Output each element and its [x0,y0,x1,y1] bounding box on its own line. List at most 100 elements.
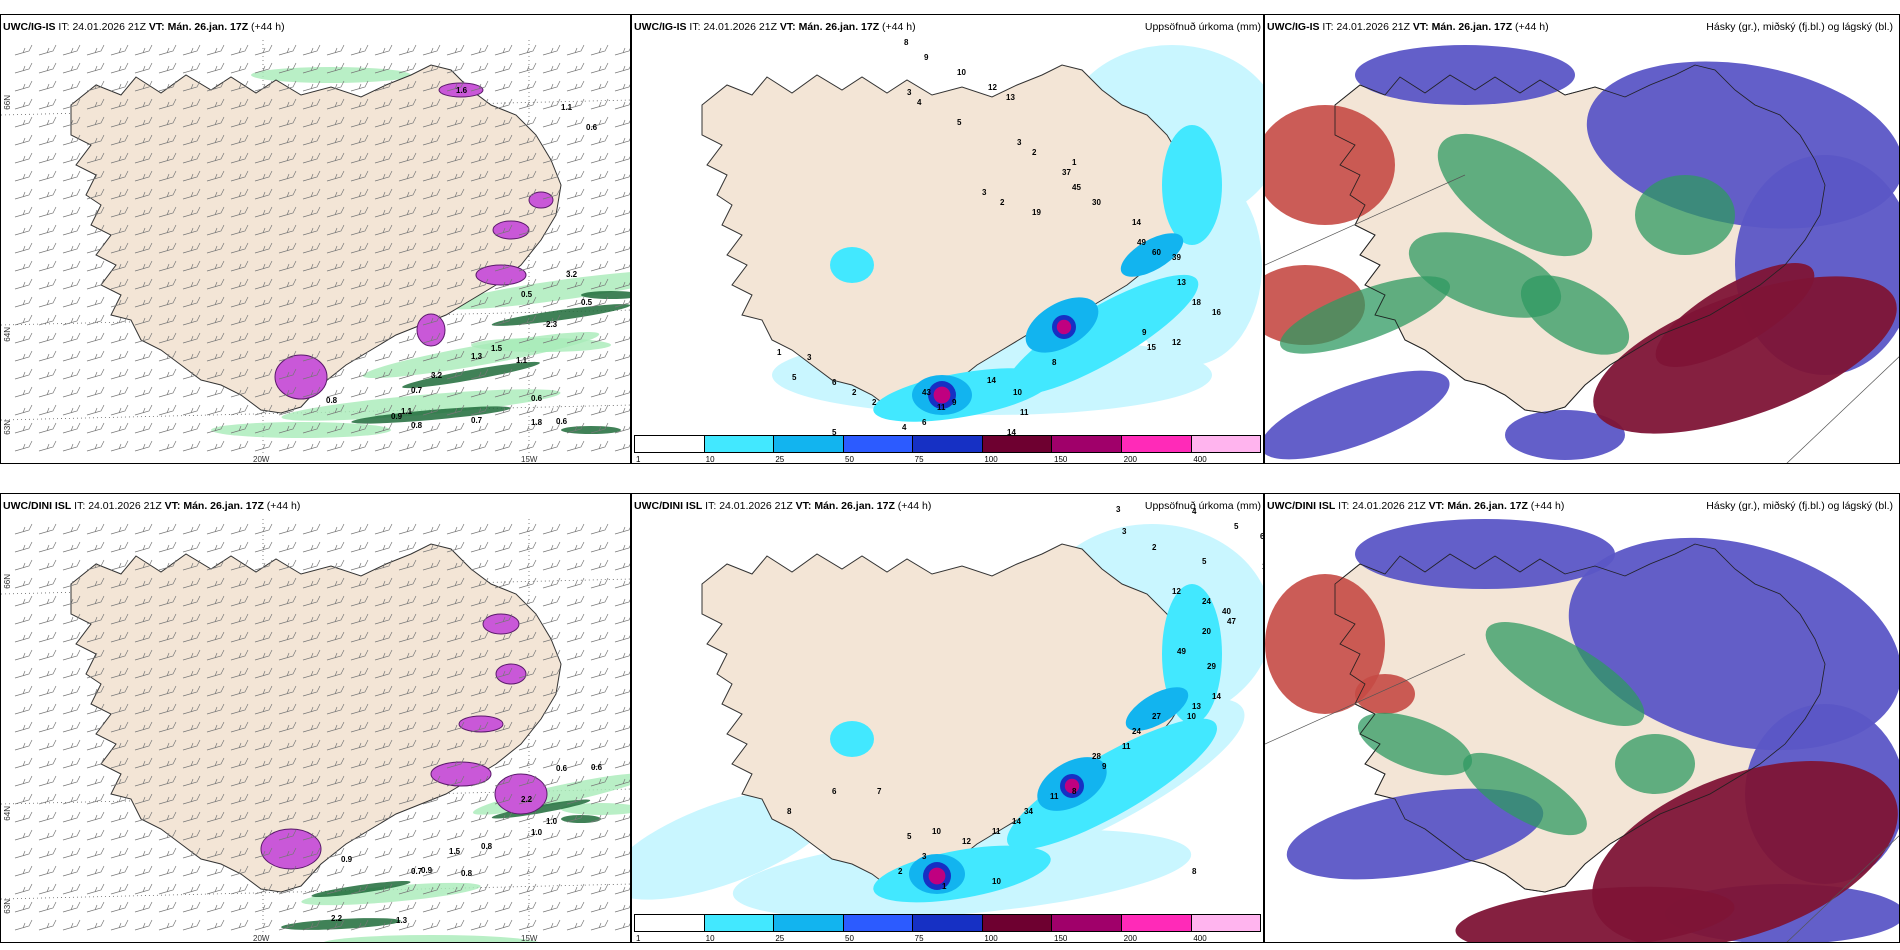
wind-barb [134,278,153,290]
wind-barb [614,101,630,110]
wind-barb [350,613,369,625]
wind-barb [86,595,105,607]
wind-barb [542,901,561,913]
wind-barb [38,404,57,416]
wind-barb [14,62,33,74]
wind-barb [350,595,369,607]
wind-barb [254,703,273,715]
wind-barb [398,919,417,931]
wind-barb [62,134,81,146]
wind-barb [566,631,585,643]
wind-barb [158,541,177,553]
wind-barb [398,80,417,92]
wind-barb [86,559,105,571]
wind-barb [590,775,609,787]
wind-barb [110,721,129,733]
wind-barb [134,919,153,931]
wind-barb [158,350,177,362]
precip-value: 12 [988,83,997,92]
precip-value: 9 [952,398,957,407]
wind-barb [518,667,537,679]
wind-barb [206,757,225,769]
wind-barb [374,242,393,254]
wind-barb [566,595,585,607]
wind-barb [62,541,81,553]
wind-barb [110,422,129,434]
wind-barb [398,883,417,895]
wind-barb [614,245,630,254]
wind-barb [590,206,609,218]
wind-barb [278,350,297,362]
wind-barb [254,577,273,589]
wind-barb [62,847,81,859]
precip-band-light [323,935,539,942]
wind-barb [86,314,105,326]
value-labels: 0.6 0.62.21.01.00.90.70.82.2 1.30.91.50.8 [331,763,603,925]
wind-barb [62,386,81,398]
value-label: 2.2 [521,795,533,804]
wind-barb [398,116,417,128]
wind-barb [542,224,561,236]
wind-barb [614,191,630,200]
wind-barb [614,47,630,56]
wind-barb [230,919,249,931]
precip-value: 12 [1172,338,1181,347]
value-label: 1.3 [396,916,408,925]
wind-barb [182,613,201,625]
wind-barb [38,242,57,254]
wind-barb [374,206,393,218]
wind-barb [38,721,57,733]
wind-barb [254,188,273,200]
precip-value: 9 [924,53,929,62]
wind-barb [230,541,249,553]
wind-barb [398,62,417,74]
wind-barb [230,404,249,416]
wind-barb [422,116,441,128]
precip-title-bottom: Uppsöfnuð úrkoma (mm) [1144,500,1261,512]
wind-barb [446,865,465,877]
precip-value: 20 [1202,627,1211,636]
wind-barb [206,739,225,751]
wind-barb [182,260,201,272]
colorbar-segment [913,436,983,452]
wind-barb [14,350,33,362]
wind-barb [398,134,417,146]
wind-barb [278,422,297,434]
wind-barb [614,886,630,895]
wind-barb [278,242,297,254]
precip-value: 47 [1227,617,1236,626]
wind-barb [110,757,129,769]
wind-barb [134,703,153,715]
precip-value: 39 [1172,253,1181,262]
wind-barb [254,559,273,571]
wind-barb [14,829,33,841]
cloud-map-top [1265,35,1899,463]
wind-barb [470,829,489,841]
wind-barb [182,242,201,254]
wind-barb [134,260,153,272]
wind-barb [158,44,177,56]
wind-barb [302,757,321,769]
wind-barb [398,613,417,625]
wind-barb [398,631,417,643]
wind-barb [398,170,417,182]
wind-barb [182,170,201,182]
wind-barb [86,44,105,56]
wind-barb [590,613,609,625]
wind-barb [374,422,393,434]
wind-barb [614,778,630,787]
wind-barb [446,667,465,679]
wind-barb [326,883,345,895]
wind-barb [590,134,609,146]
wind-barb [326,152,345,164]
wind-barb [134,775,153,787]
wind-barb [326,134,345,146]
value-label: 0.9 [391,412,403,421]
wind-barb [302,541,321,553]
wind-barb [542,793,561,805]
wind-barb [590,242,609,254]
wind-barb [590,667,609,679]
wind-barb [518,116,537,128]
wind-barb [326,793,345,805]
wind-barb [398,368,417,380]
